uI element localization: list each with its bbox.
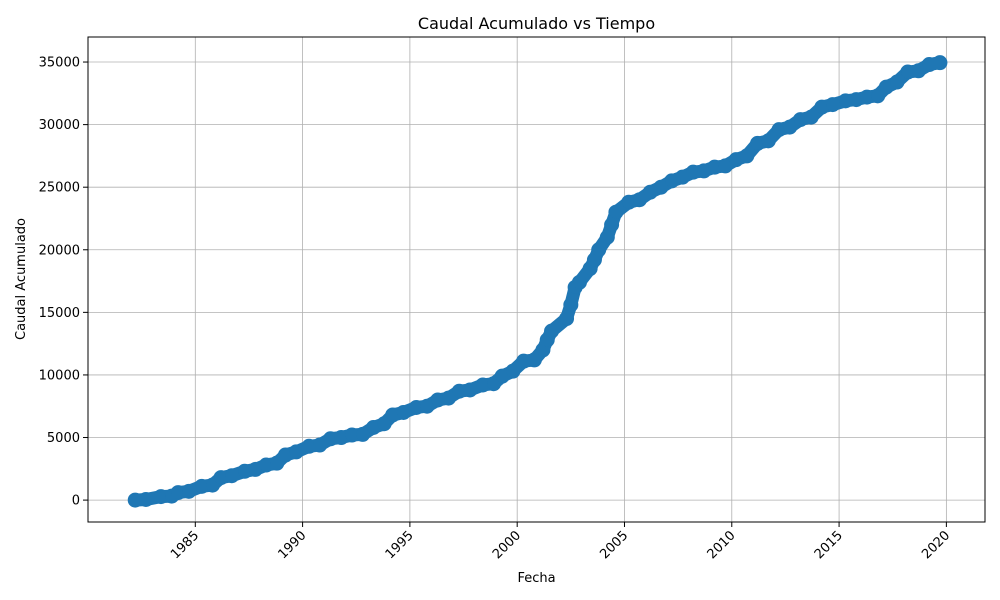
y-tick-label: 15000 xyxy=(39,306,80,321)
data-point-cluster xyxy=(922,56,947,72)
plot-frame xyxy=(87,36,986,523)
y-axis-label: Caudal Acumulado xyxy=(14,218,29,340)
y-tick-label: 35000 xyxy=(39,56,80,71)
y-axis-ticks: 0 5000 10000 15000 20000 25000 30000 35000 xyxy=(39,56,88,509)
grid xyxy=(88,37,985,522)
y-tick-label: 30000 xyxy=(39,118,80,133)
y-tick-label: 25000 xyxy=(39,181,80,196)
y-tick-label: 0 xyxy=(72,494,80,509)
y-tick-label: 10000 xyxy=(39,368,80,383)
y-tick-label: 5000 xyxy=(47,431,80,446)
chart-title: Caudal Acumulado vs Tiempo xyxy=(418,14,655,33)
data-points xyxy=(127,55,948,508)
x-axis-label: Fecha xyxy=(517,571,555,586)
y-tick-label: 20000 xyxy=(39,243,80,258)
